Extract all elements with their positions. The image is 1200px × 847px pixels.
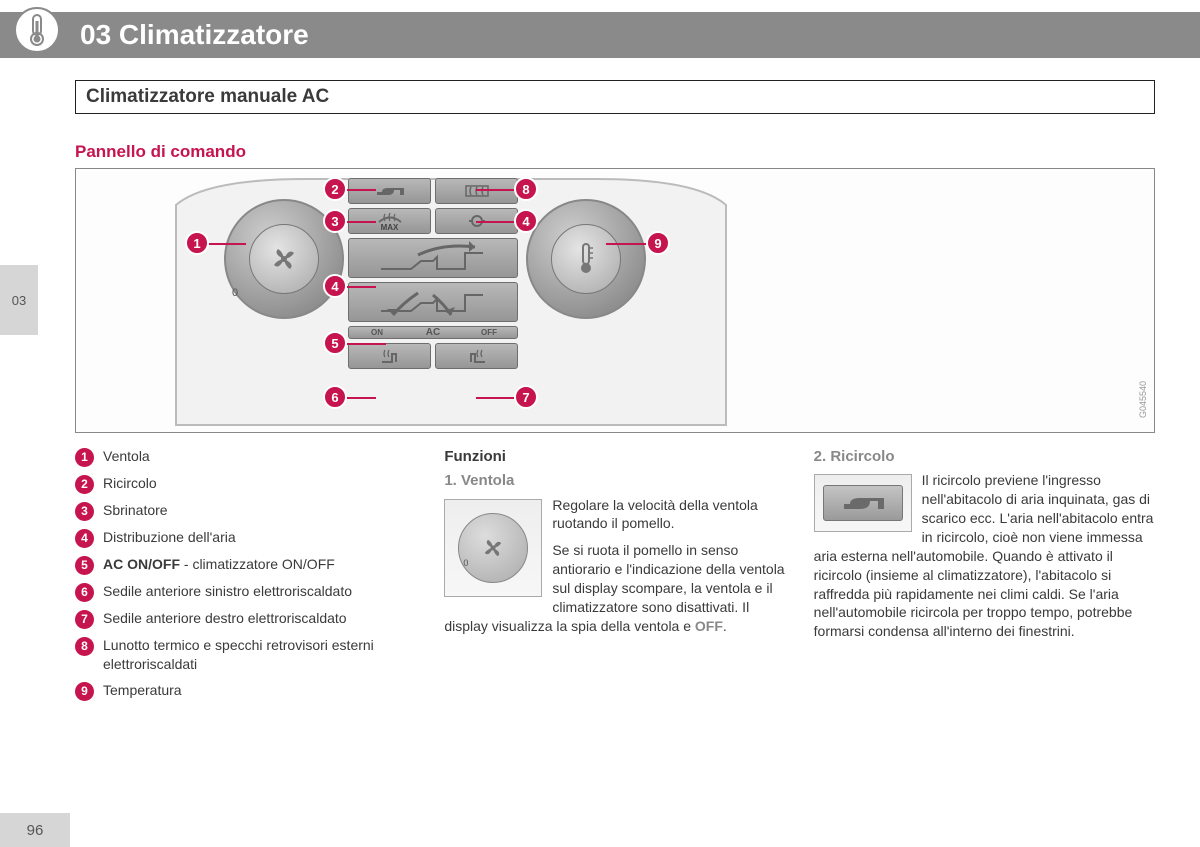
legend-badge: 6	[75, 583, 94, 602]
panel-heading: Pannello di comando	[75, 142, 1155, 162]
legend-badge: 1	[75, 448, 94, 467]
callout-lead	[347, 343, 386, 345]
seat-heat-right-button	[435, 343, 518, 369]
callout-lead	[476, 397, 514, 399]
callout-lead	[606, 243, 646, 245]
legend-text: Distribuzione dell'aria	[103, 528, 236, 547]
ventola-thumbnail: 0	[444, 499, 542, 597]
chapter-icon	[14, 7, 60, 53]
rear-defrost-button	[435, 178, 518, 204]
callout-lead	[209, 243, 246, 245]
callout-lead	[476, 189, 514, 191]
image-code: G045540	[1138, 381, 1148, 418]
legend-badge: 8	[75, 637, 94, 656]
legend-badge: 3	[75, 502, 94, 521]
callout-badge: 7	[514, 385, 538, 409]
callout-badge: 6	[323, 385, 347, 409]
function-1-title: 1. Ventola	[444, 471, 785, 491]
legend-badge: 4	[75, 529, 94, 548]
button-stack: MAX	[348, 178, 518, 369]
ac-onoff-button: ON AC OFF	[348, 326, 518, 339]
legend-item: 7 Sedile anteriore destro elettroriscalda…	[75, 609, 416, 629]
callout-badge: 2	[323, 177, 347, 201]
chapter-header: 03 Climatizzatore	[0, 12, 1200, 58]
control-panel-diagram: 0	[75, 168, 1155, 433]
legend-text: Ventola	[103, 447, 150, 466]
legend-badge: 7	[75, 610, 94, 629]
legend-text: Ricircolo	[103, 474, 157, 493]
legend-text: Lunotto termico e specchi retrovisori es…	[103, 636, 416, 674]
side-tab: 03	[0, 265, 38, 335]
legend-item: 4 Distribuzione dell'aria	[75, 528, 416, 548]
legend-text: Sbrinatore	[103, 501, 168, 520]
seat-heat-left-button	[348, 343, 431, 369]
callout-badge: 4	[514, 209, 538, 233]
ricircolo-thumbnail	[814, 474, 912, 532]
callout-badge: 3	[323, 209, 347, 233]
callout-lead	[347, 221, 376, 223]
callout-lead	[476, 221, 514, 223]
temperature-dial	[526, 199, 646, 319]
chapter-title: 03 Climatizzatore	[80, 19, 309, 51]
legend-badge: 5	[75, 556, 94, 575]
legend-text: Sedile anteriore sinistro elettroriscald…	[103, 582, 352, 601]
function-2-title: 2. Ricircolo	[814, 447, 1155, 467]
legend-text: AC ON/OFF - climatizzatore ON/OFF	[103, 555, 335, 574]
legend-item: 2 Ricircolo	[75, 474, 416, 494]
callout-lead	[347, 189, 376, 191]
text-columns: 1 Ventola 2 Ricircolo 3 Sbrinatore 4 Distribuzi…	[75, 447, 1155, 708]
callout-badge: 5	[323, 331, 347, 355]
legend-text: Sedile anteriore destro elettroriscaldat…	[103, 609, 347, 628]
callout-lead	[347, 286, 376, 288]
content-area: Climatizzatore manuale AC Pannello di co…	[75, 80, 1155, 708]
section-title: Climatizzatore manuale AC	[75, 80, 1155, 114]
air-distribution-upper-button	[348, 238, 518, 278]
legend-item: 9 Temperatura	[75, 681, 416, 701]
legend-item: 6 Sedile anteriore sinistro elettroriscal…	[75, 582, 416, 602]
callout-badge: 4	[323, 274, 347, 298]
legend-item: 3 Sbrinatore	[75, 501, 416, 521]
ricircolo-column: 2. Ricircolo Il ricircolo previene l'ing…	[814, 447, 1155, 708]
callout-badge: 1	[185, 231, 209, 255]
callout-lead	[347, 397, 376, 399]
legend-badge: 2	[75, 475, 94, 494]
legend-item: 5 AC ON/OFF - climatizzatore ON/OFF	[75, 555, 416, 575]
legend-item: 8 Lunotto termico e specchi retrovisori e…	[75, 636, 416, 674]
callout-badge: 9	[646, 231, 670, 255]
air-distribution-lower-button	[348, 282, 518, 322]
recirc-button	[348, 178, 431, 204]
callout-badge: 8	[514, 177, 538, 201]
legend-item: 1 Ventola	[75, 447, 416, 467]
legend-text: Temperatura	[103, 681, 182, 700]
page-number: 96	[0, 813, 70, 847]
legend-column: 1 Ventola 2 Ricircolo 3 Sbrinatore 4 Distribuzi…	[75, 447, 416, 708]
functions-heading: Funzioni	[444, 447, 785, 467]
functions-column: Funzioni 1. Ventola 0 Regolare la veloci…	[444, 447, 785, 708]
legend-badge: 9	[75, 682, 94, 701]
